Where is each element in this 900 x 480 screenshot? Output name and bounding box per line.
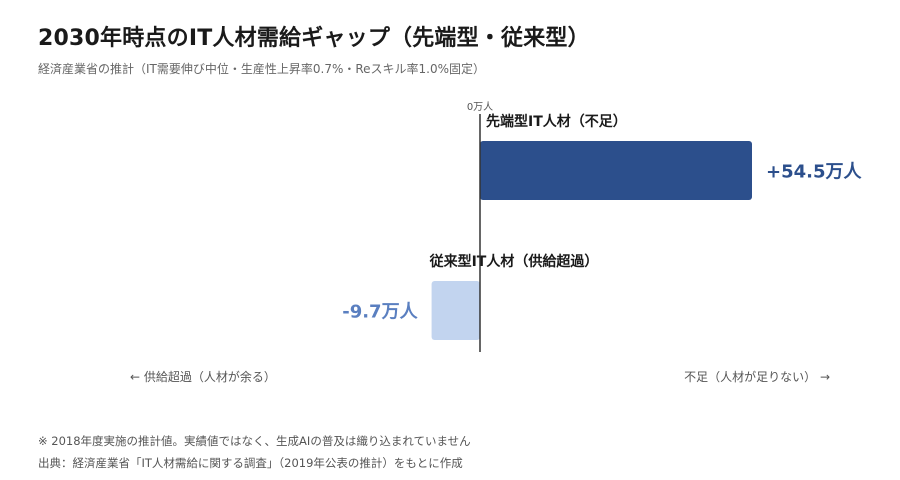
bar-1 [431, 281, 480, 340]
right-direction-annotation: 不足（人材が足りない） → [684, 369, 830, 384]
category-label-0: 先端型IT人材（不足） [486, 113, 627, 130]
value-label-1: -9.7万人 [342, 302, 418, 323]
category-label-1: 従来型IT人材（供給超過） [429, 253, 599, 270]
zero-tick-label: 0万人 [467, 101, 493, 113]
chart-subtitle: 経済産業省の推計（IT需要伸び中位・生産性上昇率0.7%・Reスキル率1.0%固… [38, 62, 486, 76]
bar-0 [480, 141, 752, 200]
footnote: ※ 2018年度実施の推計値。実績値ではなく、生成AIの普及は織り込まれていませ… [38, 434, 471, 448]
chart-title: 2030年時点のIT人材需給ギャップ（先端型・従来型） [38, 26, 590, 51]
source-note: 出典：経済産業省「IT人材需給に関する調査」（2019年公表の推計）をもとに作成 [38, 456, 463, 470]
value-label-0: +54.5万人 [766, 162, 862, 183]
left-direction-annotation: ← 供給超過（人材が余る） [130, 369, 276, 384]
